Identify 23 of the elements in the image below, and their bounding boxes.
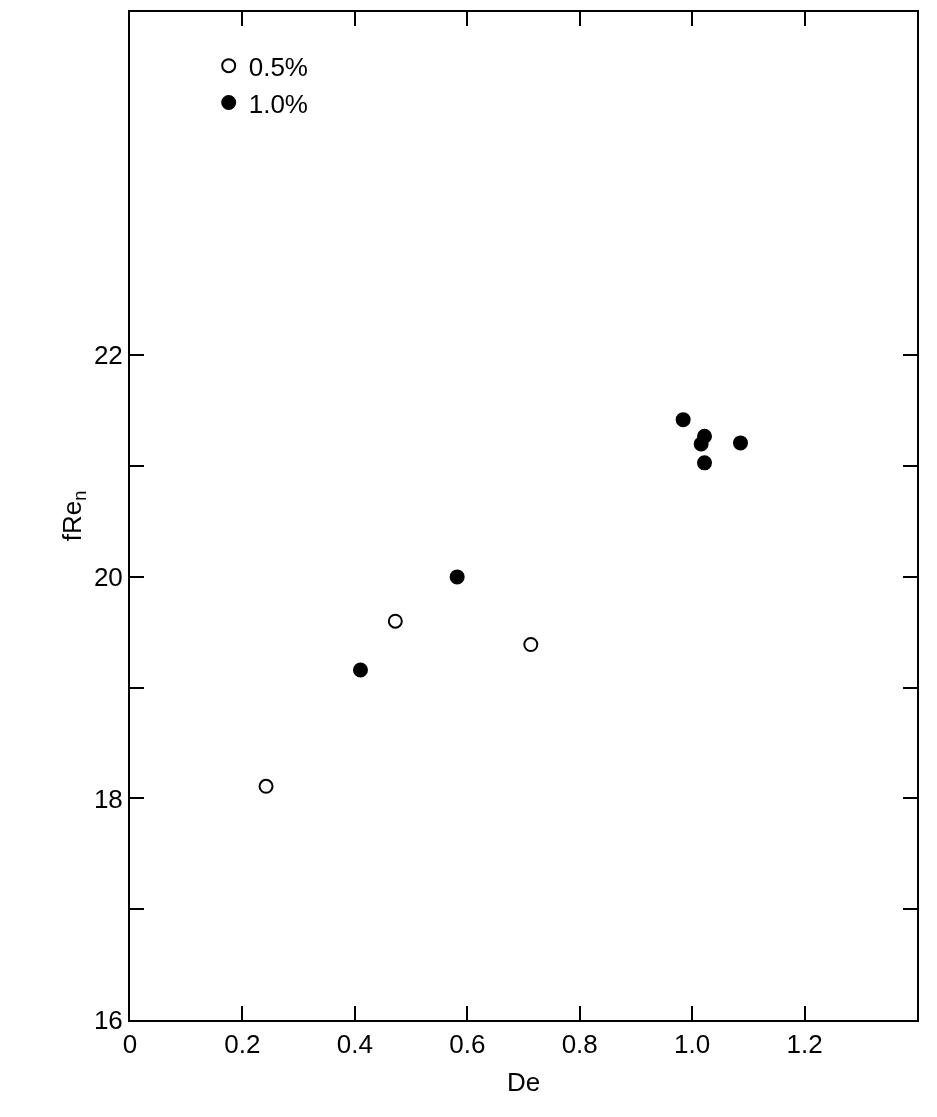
point: [675, 412, 691, 428]
y-tick-label: 18: [93, 783, 123, 814]
x-tick-label: 0: [122, 1029, 138, 1060]
x-tick-label: 1.2: [786, 1029, 823, 1060]
point: [697, 455, 713, 471]
x-tick-label: 0.6: [449, 1029, 486, 1060]
x-tick-label: 0.2: [224, 1029, 261, 1060]
x-tick-label: 0.4: [336, 1029, 373, 1060]
y-tick-label: 16: [93, 1005, 123, 1036]
x-tick-label: 0.8: [561, 1029, 598, 1060]
legend-label: 1.0%: [248, 88, 308, 119]
point: [258, 778, 274, 794]
y-tick-label: 22: [93, 340, 123, 371]
point: [523, 636, 539, 652]
x-axis-title: De: [506, 1067, 541, 1098]
y-tick-label: 20: [93, 562, 123, 593]
x-tick-label: 1.0: [674, 1029, 711, 1060]
legend-label: 0.5%: [248, 51, 308, 82]
point: [352, 662, 368, 678]
point: [449, 569, 465, 585]
point: [693, 436, 709, 452]
point: [387, 613, 403, 629]
point: [733, 435, 748, 451]
